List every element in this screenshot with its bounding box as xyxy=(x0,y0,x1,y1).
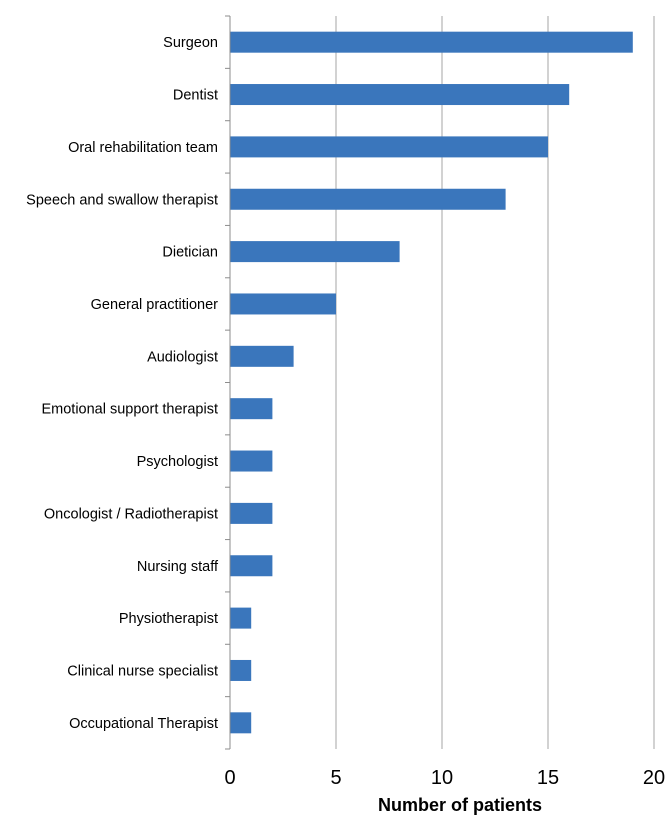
category-label: Audiologist xyxy=(147,349,218,365)
bar-clinical-nurse-specialist xyxy=(230,659,252,681)
x-tick-label: 15 xyxy=(537,767,559,789)
category-label: General practitioner xyxy=(91,297,219,313)
category-label: Speech and swallow therapist xyxy=(26,192,218,208)
bar-occupational-therapist xyxy=(230,712,252,734)
bar-emotional-support-therapist xyxy=(230,398,273,420)
bar-surgeon xyxy=(230,31,633,53)
bars xyxy=(230,31,633,734)
bar-psychologist xyxy=(230,450,273,472)
x-tick-label: 5 xyxy=(330,767,341,789)
bar-speech-and-swallow-therapist xyxy=(230,188,506,210)
category-label: Clinical nurse specialist xyxy=(67,663,218,679)
category-label: Occupational Therapist xyxy=(69,716,218,732)
bar-general-practitioner xyxy=(230,293,336,315)
bar-nursing-staff xyxy=(230,555,273,577)
category-label: Psychologist xyxy=(137,454,218,470)
x-tick-label: 0 xyxy=(224,767,235,789)
gridlines xyxy=(335,16,655,749)
category-labels: Surgeon Dentist Oral rehabilitation team Sp… xyxy=(26,35,219,732)
bar-oncologist-radiotherapist xyxy=(230,502,273,524)
category-label: Dentist xyxy=(173,88,218,104)
x-tick-label: 10 xyxy=(431,767,453,789)
category-label: Surgeon xyxy=(163,35,218,51)
category-label: Oral rehabilitation team xyxy=(68,140,218,156)
category-label: Emotional support therapist xyxy=(41,402,218,418)
axes xyxy=(225,15,231,750)
bar-dietician xyxy=(230,241,400,263)
bar-physiotherapist xyxy=(230,607,252,629)
bar-oral-rehabilitation-team xyxy=(230,136,548,158)
category-label: Dietician xyxy=(162,245,218,261)
category-label: Nursing staff xyxy=(137,559,219,575)
bar-audiologist xyxy=(230,345,294,367)
category-label: Oncologist / Radiotherapist xyxy=(44,506,218,522)
category-label: Physiotherapist xyxy=(119,611,218,627)
x-tick-labels: 0 5 10 15 20 xyxy=(224,767,665,789)
bar-dentist xyxy=(230,84,570,106)
x-axis-title: Number of patients xyxy=(378,795,542,815)
x-tick-label: 20 xyxy=(643,767,665,789)
